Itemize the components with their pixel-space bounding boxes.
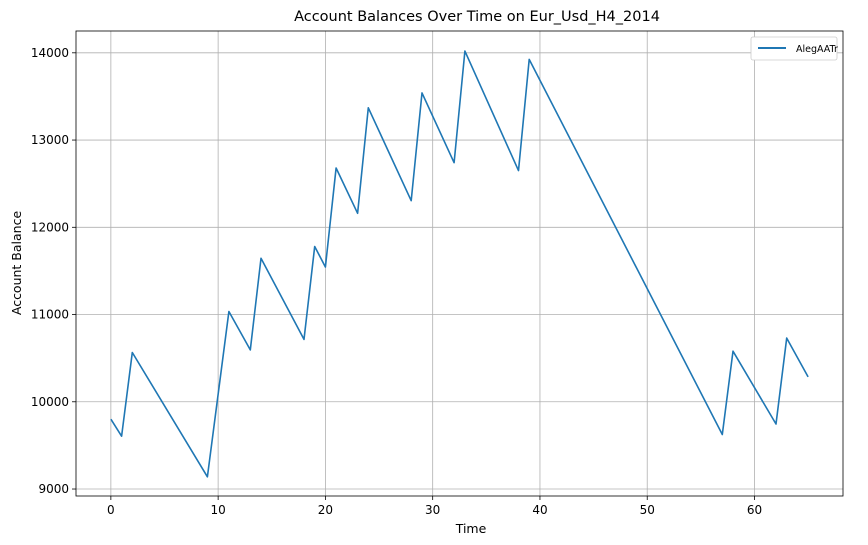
y-tick-label: 13000	[31, 133, 69, 147]
x-axis-label: Time	[455, 521, 487, 536]
series-line-alegaatr	[110, 50, 809, 478]
x-tick-label: 30	[425, 503, 440, 517]
x-tick-label: 50	[640, 503, 655, 517]
y-axis: 9000 10000 11000 12000 13000 14000	[31, 46, 76, 496]
x-axis: 0 10 20 30 40 50 60	[107, 496, 762, 517]
y-tick-label: 10000	[31, 395, 69, 409]
y-tick-label: 9000	[38, 482, 69, 496]
grid-lines	[76, 31, 843, 496]
legend-box	[750, 36, 838, 61]
x-tick-label: 20	[318, 503, 333, 517]
y-tick-label: 11000	[31, 308, 69, 322]
x-tick-label: 0	[107, 503, 115, 517]
y-tick-label: 14000	[31, 46, 69, 60]
x-tick-label: 10	[210, 503, 225, 517]
series-group	[110, 50, 809, 478]
legend-label: AlegAATr	[796, 44, 838, 55]
chart-title: Account Balances Over Time on Eur_Usd_H4…	[294, 9, 660, 25]
x-tick-label: 60	[747, 503, 762, 517]
y-axis-label: Account Balance	[9, 211, 24, 316]
y-tick-label: 12000	[31, 220, 69, 234]
legend: AlegAATr	[750, 36, 838, 61]
plot-frame	[75, 30, 844, 497]
x-tick-label: 40	[532, 503, 547, 517]
